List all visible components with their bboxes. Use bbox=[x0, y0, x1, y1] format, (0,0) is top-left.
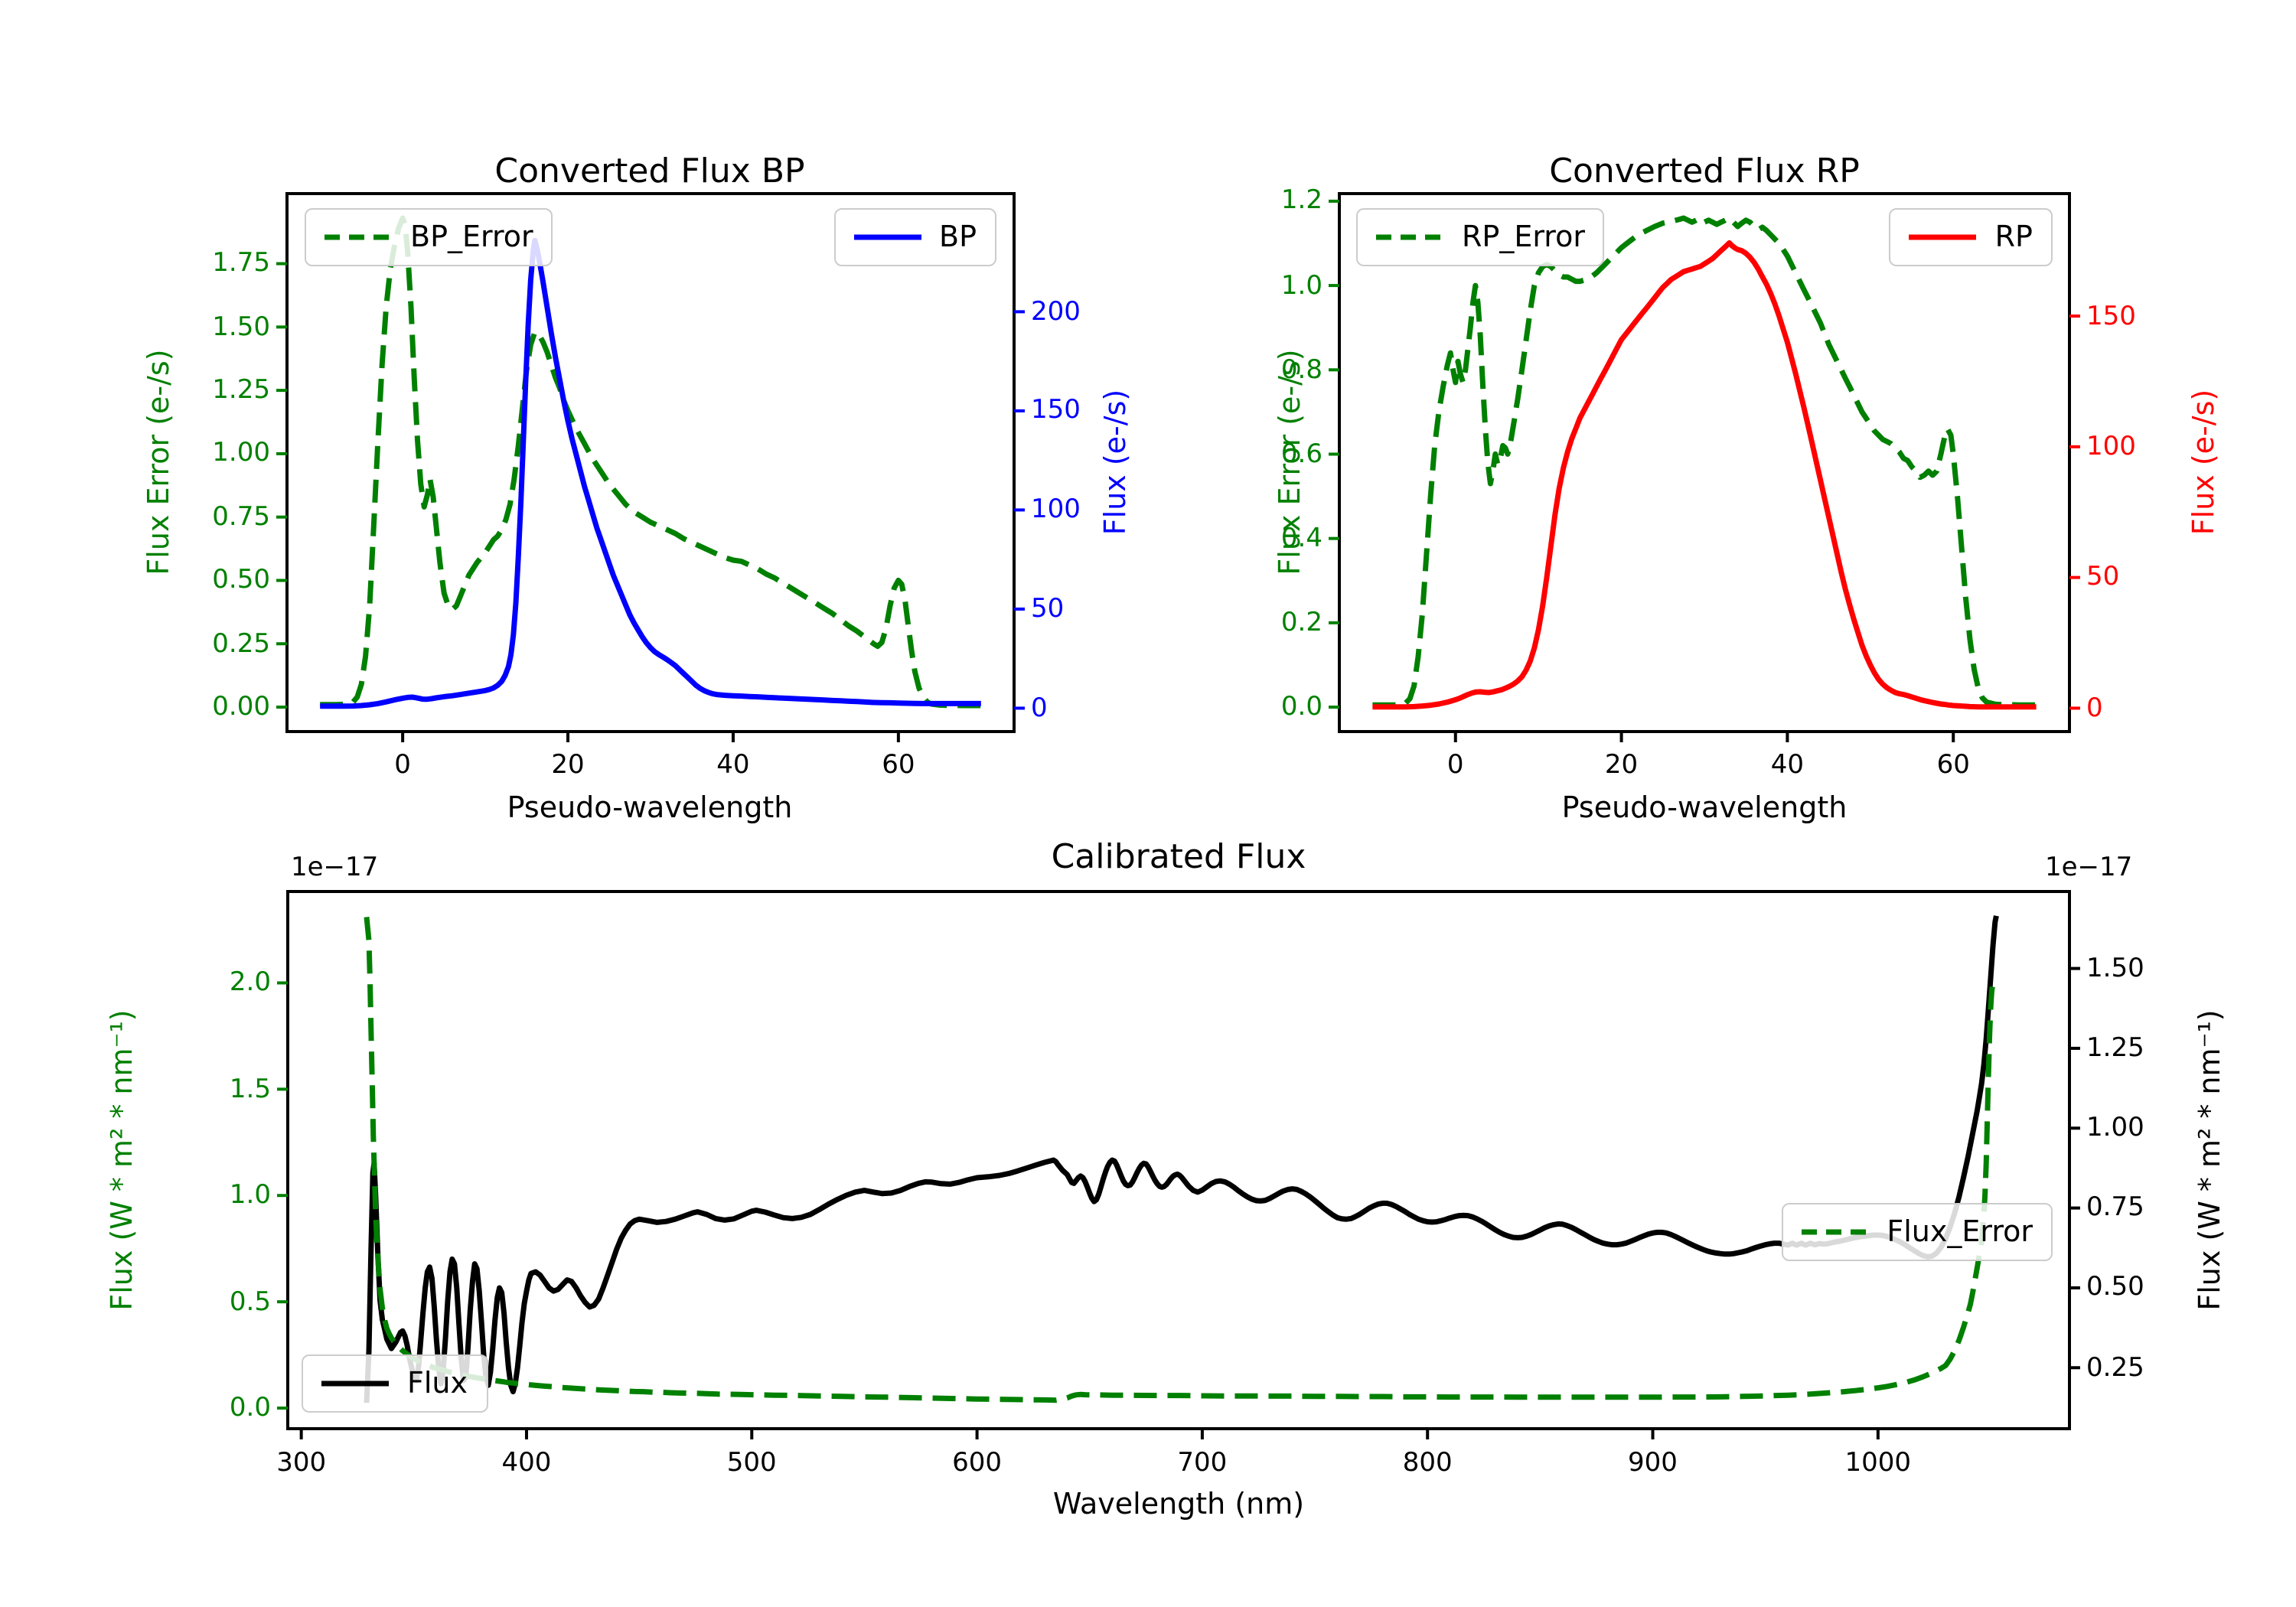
bp-xaxis-label: Pseudo-wavelength bbox=[507, 791, 793, 825]
tick-label: 0.4 bbox=[1280, 523, 1322, 554]
tick-label: 0.50 bbox=[2086, 1272, 2144, 1303]
cal-error-legend: Flux_Error bbox=[1781, 1203, 2053, 1261]
rp-error-legend-label: RP_Error bbox=[1462, 220, 1585, 254]
cal-xaxis-label: Wavelength (nm) bbox=[1052, 1488, 1305, 1521]
cal-error-legend-label: Flux_Error bbox=[1887, 1215, 2033, 1249]
cal-error-legend-line-icon bbox=[1801, 1229, 1869, 1235]
tick-label: 0.2 bbox=[1280, 607, 1322, 638]
tick-label: 1.2 bbox=[1280, 185, 1322, 217]
tick-label: 800 bbox=[1402, 1447, 1453, 1478]
tick-label: 1.25 bbox=[212, 375, 270, 406]
rp-error-legend-line-icon bbox=[1376, 234, 1443, 240]
tick-label: 150 bbox=[2086, 301, 2136, 332]
bp-bp-curve bbox=[320, 237, 981, 709]
tick-label: 1.00 bbox=[2086, 1113, 2144, 1144]
bp-bp_error-curve bbox=[320, 215, 981, 709]
tick-label: 0.0 bbox=[1280, 692, 1322, 723]
cal-flux-legend-label: Flux bbox=[407, 1367, 468, 1400]
tick-label: 1.0 bbox=[229, 1180, 271, 1211]
tick-label: 100 bbox=[2086, 431, 2136, 462]
tick-label: 0.75 bbox=[2086, 1192, 2144, 1224]
tick-label: 900 bbox=[1628, 1447, 1678, 1478]
cal-flux-legend-line-icon bbox=[321, 1380, 389, 1387]
bp-axes-frame bbox=[285, 192, 1016, 733]
tick-label: 300 bbox=[276, 1447, 327, 1478]
tick-label: 0.5 bbox=[229, 1286, 271, 1318]
tick-label: 0.75 bbox=[212, 501, 270, 533]
tick-label: 20 bbox=[1604, 750, 1639, 781]
tick-label: 0.25 bbox=[2086, 1352, 2144, 1384]
tick-label: 1.50 bbox=[2086, 953, 2144, 984]
tick-label: 1.00 bbox=[212, 438, 270, 469]
rp-axes-frame bbox=[1338, 192, 2071, 733]
tick-label: 60 bbox=[882, 750, 915, 781]
tick-label: 50 bbox=[1031, 593, 1065, 624]
bp-error-legend-line-icon bbox=[325, 234, 392, 240]
rp-flux-legend: RP bbox=[1889, 208, 2053, 266]
tick-label: 1000 bbox=[1844, 1447, 1912, 1478]
bp-flux-legend-line-icon bbox=[853, 234, 921, 240]
tick-label: 0.50 bbox=[212, 565, 270, 596]
tick-label: 1.25 bbox=[2086, 1032, 2144, 1064]
bp-flux-legend-label: BP bbox=[939, 220, 977, 254]
rp-rp_error-curve bbox=[1372, 215, 2037, 708]
cal-right-offset-label: 1e−17 bbox=[2045, 852, 2133, 883]
tick-label: 40 bbox=[716, 750, 750, 781]
tick-label: 1.0 bbox=[1280, 270, 1322, 302]
tick-label: 1.50 bbox=[212, 311, 270, 343]
rp-xaxis-label: Pseudo-wavelength bbox=[1561, 791, 1848, 825]
cal-flux_error-curve bbox=[364, 917, 1998, 1403]
tick-label: 150 bbox=[1031, 395, 1081, 426]
bp-plot-title: Converted Flux BP bbox=[494, 153, 805, 191]
tick-label: 0 bbox=[1446, 750, 1464, 781]
tick-label: 400 bbox=[501, 1447, 552, 1478]
tick-label: 50 bbox=[2086, 562, 2120, 593]
bp-flux-legend: BP bbox=[833, 208, 996, 266]
bp-error-legend-label: BP_Error bbox=[410, 220, 533, 254]
tick-label: 0.00 bbox=[212, 692, 270, 723]
cal-yaxis-left-label: Flux (W * m² * nm⁻¹) bbox=[106, 1009, 139, 1311]
tick-label: 0 bbox=[394, 750, 411, 781]
tick-label: 0.25 bbox=[212, 628, 270, 660]
cal-plot-title: Calibrated Flux bbox=[1051, 839, 1306, 877]
tick-label: 1.75 bbox=[212, 248, 270, 279]
tick-label: 200 bbox=[1031, 296, 1081, 328]
tick-label: 0.6 bbox=[1280, 438, 1322, 470]
tick-label: 0.8 bbox=[1280, 354, 1322, 386]
cal-left-offset-label: 1e−17 bbox=[291, 852, 379, 883]
cal-flux-legend: Flux bbox=[302, 1354, 488, 1413]
tick-label: 500 bbox=[726, 1447, 777, 1478]
cal-flux-curve bbox=[364, 915, 1999, 1403]
cal-axes-frame bbox=[286, 890, 2071, 1430]
tick-label: 1.5 bbox=[229, 1074, 271, 1105]
rp-rp-curve bbox=[1372, 240, 2037, 710]
tick-label: 0.0 bbox=[229, 1393, 271, 1424]
bp-error-legend: BP_Error bbox=[305, 208, 553, 266]
tick-label: 40 bbox=[1770, 750, 1805, 781]
tick-label: 0 bbox=[1031, 693, 1048, 724]
tick-label: 100 bbox=[1031, 494, 1081, 526]
rp-flux-legend-line-icon bbox=[1909, 234, 1977, 240]
tick-label: 2.0 bbox=[229, 967, 271, 999]
rp-plot-title: Converted Flux RP bbox=[1549, 153, 1860, 191]
rp-flux-legend-label: RP bbox=[1994, 220, 2033, 254]
rp-error-legend: RP_Error bbox=[1356, 208, 1605, 266]
tick-label: 600 bbox=[952, 1447, 1002, 1478]
tick-label: 700 bbox=[1177, 1447, 1228, 1478]
tick-label: 60 bbox=[1936, 750, 1970, 781]
tick-label: 20 bbox=[551, 750, 585, 781]
tick-label: 0 bbox=[2086, 693, 2103, 724]
